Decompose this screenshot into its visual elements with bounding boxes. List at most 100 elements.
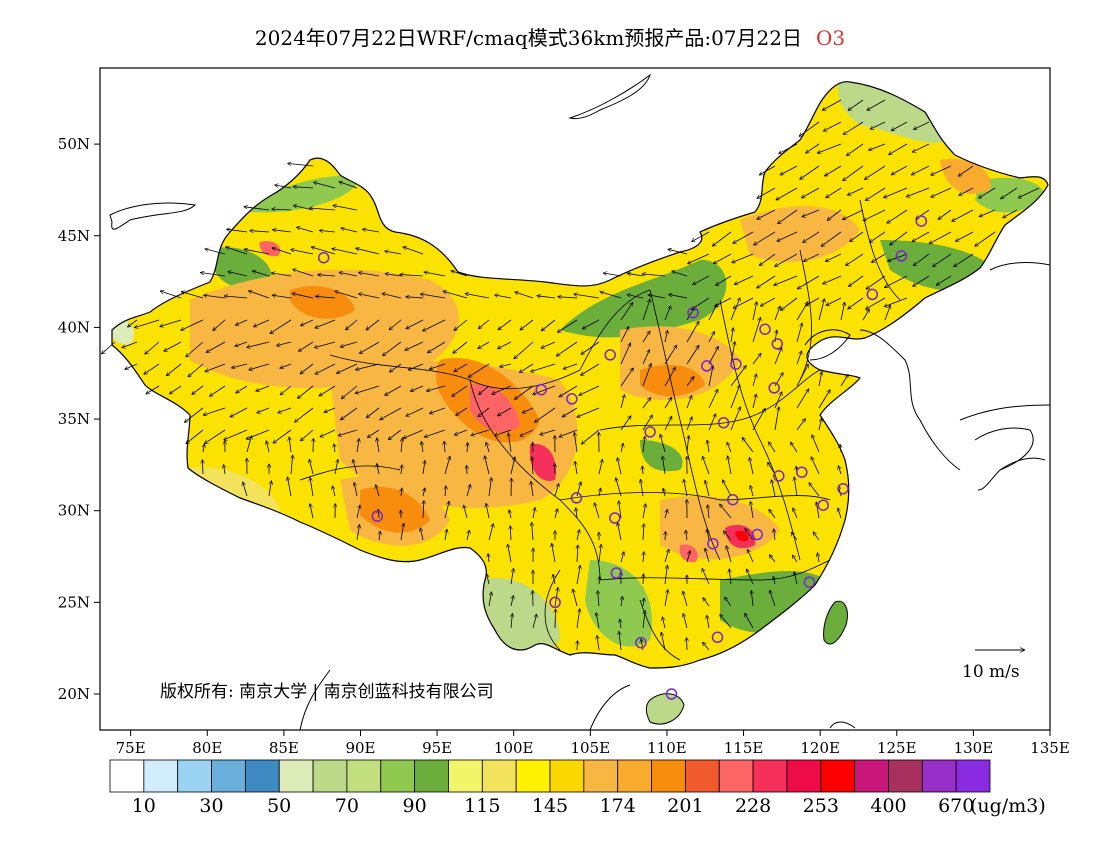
wind-vector (668, 294, 688, 299)
wind-vector (537, 296, 556, 299)
wind-vector (769, 555, 776, 563)
wind-vector (289, 437, 291, 453)
title-text: 2024年07月22日WRF/cmaq模式36km预报产品:07月22日 (254, 26, 802, 50)
wind-vector (266, 441, 270, 453)
wind-vector (272, 248, 292, 255)
wind-vector (891, 121, 908, 132)
colorbar-label: 253 (803, 795, 839, 817)
station-marker (535, 383, 548, 396)
wind-vector (797, 275, 820, 290)
station-marker (635, 636, 647, 649)
wind-vector (958, 165, 974, 176)
wind-vector (406, 407, 424, 416)
wind-vector (713, 253, 732, 265)
colorbar-swatch (684, 759, 720, 793)
wind-vector (642, 349, 650, 365)
station-marker (915, 215, 928, 227)
wind-vector (225, 247, 248, 255)
wind-vector (620, 416, 631, 431)
wind-vector (818, 418, 822, 431)
wind-vector (621, 596, 623, 607)
wind-vector (929, 231, 952, 245)
wind-vector (975, 231, 996, 246)
wind-vector (144, 363, 160, 374)
wind-vector (465, 294, 490, 299)
wind-vector (726, 546, 732, 563)
wind-vector (252, 271, 270, 277)
colorbar-label: 174 (600, 795, 636, 817)
wind-vector (531, 481, 534, 497)
lon-tick-label: 75E (116, 739, 146, 757)
wind-vector (453, 341, 468, 353)
taiwan-island (823, 600, 848, 645)
wind-vector (224, 296, 248, 299)
wind-vector (452, 385, 468, 397)
lat-tick-label: 35N (58, 410, 90, 428)
wind-vector (510, 526, 511, 541)
wind-vector (420, 294, 446, 299)
wind-vector (720, 614, 732, 629)
conc-patch (290, 286, 355, 319)
wind-vector (715, 275, 732, 286)
species-label: O3 (815, 26, 846, 50)
wind-vector (486, 442, 490, 453)
wind-vector (164, 341, 182, 352)
colorbar-swatch (177, 759, 212, 793)
wind-vector (315, 319, 336, 328)
colorbar-label: 30 (199, 795, 223, 817)
station-marker (701, 360, 713, 372)
wind-vector (317, 275, 336, 276)
colorbar: 10 30 50 70 90 115 145 174 201 228 253 400 670 (109, 759, 991, 817)
wind-vector (664, 330, 668, 343)
wind-vector (400, 523, 404, 541)
wind-vector (790, 442, 798, 453)
wind-vector (838, 508, 842, 519)
wind-vector (492, 385, 512, 394)
wind-vector (686, 395, 692, 409)
hainan-island (645, 693, 685, 725)
wind-vector (315, 363, 336, 375)
wind-vector (380, 407, 402, 421)
wind-vector (750, 485, 754, 497)
wind-vector (712, 231, 732, 246)
wind-vector (686, 551, 690, 563)
wind-vector (661, 632, 666, 651)
wind-vector (978, 187, 996, 198)
wind-vector (338, 429, 358, 436)
wind-vector (228, 272, 248, 277)
wind-vector (642, 299, 650, 321)
wind-vector (181, 319, 204, 331)
wind-vector (752, 317, 761, 343)
wind-vector (796, 389, 809, 409)
station-marker (866, 288, 879, 301)
wind-vector (456, 407, 468, 416)
wind-vector (339, 182, 358, 189)
wind-vector (774, 306, 780, 321)
wind-vector (532, 522, 533, 541)
wind-vector (486, 503, 490, 519)
wind-vector (598, 459, 603, 475)
wind-vector (401, 488, 402, 497)
wind-vector (300, 319, 314, 326)
wind-vector (959, 187, 974, 196)
wind-vector (334, 444, 335, 453)
wind-vector (366, 319, 380, 330)
wind-vector (664, 397, 672, 409)
wind-vector (911, 165, 930, 176)
colorbar-swatch (955, 759, 991, 793)
wind-vector (429, 407, 446, 414)
wind-vector (642, 274, 666, 277)
wind-vector (335, 291, 358, 299)
conc-patch (735, 530, 749, 542)
station-marker (610, 567, 623, 579)
wind-vector (691, 231, 710, 243)
wind-vector (715, 297, 732, 307)
wind-vector (848, 275, 864, 287)
wind-vector (410, 385, 424, 392)
wind-vector (270, 319, 292, 334)
wind-vector (687, 637, 688, 651)
wind-vector (643, 574, 644, 585)
wind-vector (912, 231, 930, 243)
wind-vector (867, 99, 886, 111)
wind-vector (821, 231, 842, 247)
